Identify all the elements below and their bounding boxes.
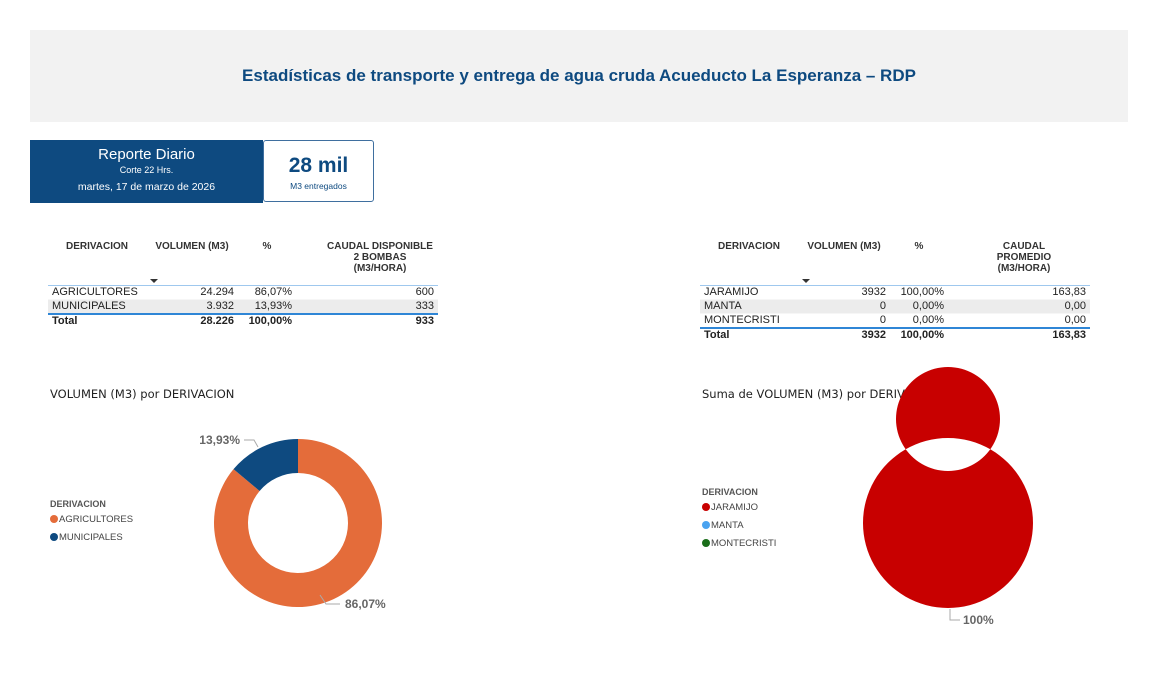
table-total-row: Total 28.226 100,00% 933 [48, 314, 438, 328]
data-label-agricultores: 86,07% [345, 597, 386, 611]
chart-legend-right: DERIVACION JARAMIJO MANTA MONTECRISTI [702, 487, 776, 555]
cell-caudal: 0,00 [948, 313, 1090, 329]
leader-line [244, 439, 259, 448]
table-total-row: Total 3932 100,00% 163,83 [700, 328, 1090, 342]
total-caudal: 933 [415, 315, 434, 327]
table-row[interactable]: AGRICULTORES 24.294 86,07% 600 [48, 285, 438, 300]
report-date: martes, 17 de marzo de 2026 [77, 181, 216, 193]
total-label: Total [704, 329, 730, 341]
page-title: Estadísticas de transporte y entrega de … [242, 66, 916, 85]
column-header-derivacion[interactable]: DERIVACION [717, 241, 781, 252]
legend-item-agricultores[interactable]: AGRICULTORES [50, 513, 133, 525]
cell-derivacion: MONTECRISTI [700, 313, 798, 329]
kpi-card-delivered: 28 mil M3 entregados [263, 140, 374, 202]
donut-slice-jaramijo[interactable] [862, 367, 1033, 609]
column-header-derivacion[interactable]: DERIVACION [65, 241, 129, 252]
table-derivacion-bombas: DERIVACION VOLUMEN (M3) % CAUDAL DISPONI… [48, 241, 438, 328]
leader-line [949, 609, 960, 621]
cell-percent: 0,00% [890, 313, 948, 329]
cell-volumen: 0 [798, 313, 890, 329]
legend-title: DERIVACION [702, 487, 758, 497]
cell-derivacion: JARAMIJO [700, 285, 798, 300]
table-row[interactable]: MUNICIPALES 3.932 13,93% 333 [48, 299, 438, 315]
chart-legend-left: DERIVACION AGRICULTORES MUNICIPALES [50, 499, 133, 549]
legend-item-montecristi[interactable]: MONTECRISTI [702, 537, 776, 549]
legend-item-municipales[interactable]: MUNICIPALES [50, 531, 133, 543]
report-cut-time: Corte 22 Hrs. [119, 165, 174, 175]
cell-volumen: 24.294 [146, 285, 238, 300]
chart-title-volumen: VOLUMEN (M3) por DERIVACION [50, 387, 235, 401]
cell-percent: 13,93% [238, 299, 296, 315]
total-volumen: 3932 [861, 329, 886, 341]
total-label: Total [52, 315, 78, 327]
cell-derivacion: MANTA [700, 299, 798, 314]
sort-desc-icon[interactable] [802, 279, 810, 283]
legend-dot-icon [50, 533, 58, 541]
cell-volumen: 3.932 [146, 299, 238, 315]
table-row[interactable]: MONTECRISTI 0 0,00% 0,00 [700, 313, 1090, 329]
daily-report-box: Reporte Diario Corte 22 Hrs. martes, 17 … [30, 140, 263, 203]
cell-derivacion: AGRICULTORES [48, 285, 146, 300]
table-row[interactable]: MANTA 0 0,00% 0,00 [700, 299, 1090, 314]
column-header-percent[interactable]: % [914, 241, 924, 252]
cell-caudal: 0,00 [948, 299, 1090, 314]
header-banner: Estadísticas de transporte y entrega de … [30, 30, 1128, 122]
legend-title: DERIVACION [50, 499, 106, 509]
cell-percent: 0,00% [890, 299, 948, 314]
data-label-jaramijo: 100% [963, 613, 994, 627]
sort-desc-icon[interactable] [150, 279, 158, 283]
total-percent: 100,00% [900, 329, 944, 341]
report-title: Reporte Diario [98, 146, 195, 163]
legend-dot-icon [702, 503, 710, 511]
cell-percent: 86,07% [238, 285, 296, 300]
total-percent: 100,00% [248, 315, 292, 327]
cell-volumen: 3932 [798, 285, 890, 300]
column-header-volumen[interactable]: VOLUMEN (M3) [146, 241, 238, 286]
cell-percent: 100,00% [890, 285, 948, 300]
cell-caudal: 600 [296, 285, 438, 300]
cell-caudal: 333 [296, 299, 438, 315]
legend-item-manta[interactable]: MANTA [702, 519, 776, 531]
column-header-percent[interactable]: % [262, 241, 272, 252]
column-header-caudal[interactable]: CAUDAL PROMEDIO (M3/HORA) [996, 241, 1052, 274]
leader-line [319, 594, 340, 605]
total-volumen: 28.226 [200, 315, 234, 327]
cell-derivacion: MUNICIPALES [48, 299, 146, 315]
table-row[interactable]: JARAMIJO 3932 100,00% 163,83 [700, 285, 1090, 300]
legend-item-jaramijo[interactable]: JARAMIJO [702, 501, 776, 513]
kpi-value: 28 mil [288, 154, 349, 177]
data-label-municipales: 13,93% [199, 433, 240, 447]
table-derivacion-municipal: DERIVACION VOLUMEN (M3) % CAUDAL PROMEDI… [700, 241, 1090, 342]
column-header-caudal[interactable]: CAUDAL DISPONIBLE 2 BOMBAS (M3/HORA) [327, 241, 433, 274]
chart-title-suma-volumen: Suma de VOLUMEN (M3) por DERIVACION [702, 387, 941, 401]
column-header-volumen[interactable]: VOLUMEN (M3) [798, 241, 890, 286]
legend-dot-icon [702, 539, 710, 547]
donut-slice-municipales[interactable] [233, 439, 298, 491]
legend-dot-icon [50, 515, 58, 523]
cell-caudal: 163,83 [948, 285, 1090, 300]
kpi-label: M3 entregados [290, 181, 347, 191]
legend-dot-icon [702, 521, 710, 529]
cell-volumen: 0 [798, 299, 890, 314]
donut-slice-agricultores[interactable] [214, 439, 383, 607]
total-caudal: 163,83 [1052, 329, 1086, 341]
